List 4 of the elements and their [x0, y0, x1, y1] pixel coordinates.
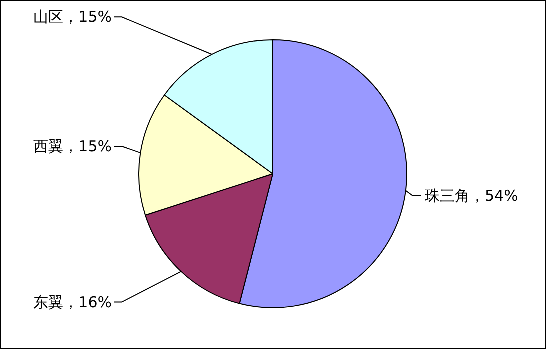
slice-label: 东翼，16% — [34, 293, 112, 312]
slice-label: 山区，15% — [34, 8, 112, 26]
slice-label: 珠三角，54% — [425, 187, 518, 206]
slice-label: 西翼，15% — [34, 137, 112, 156]
